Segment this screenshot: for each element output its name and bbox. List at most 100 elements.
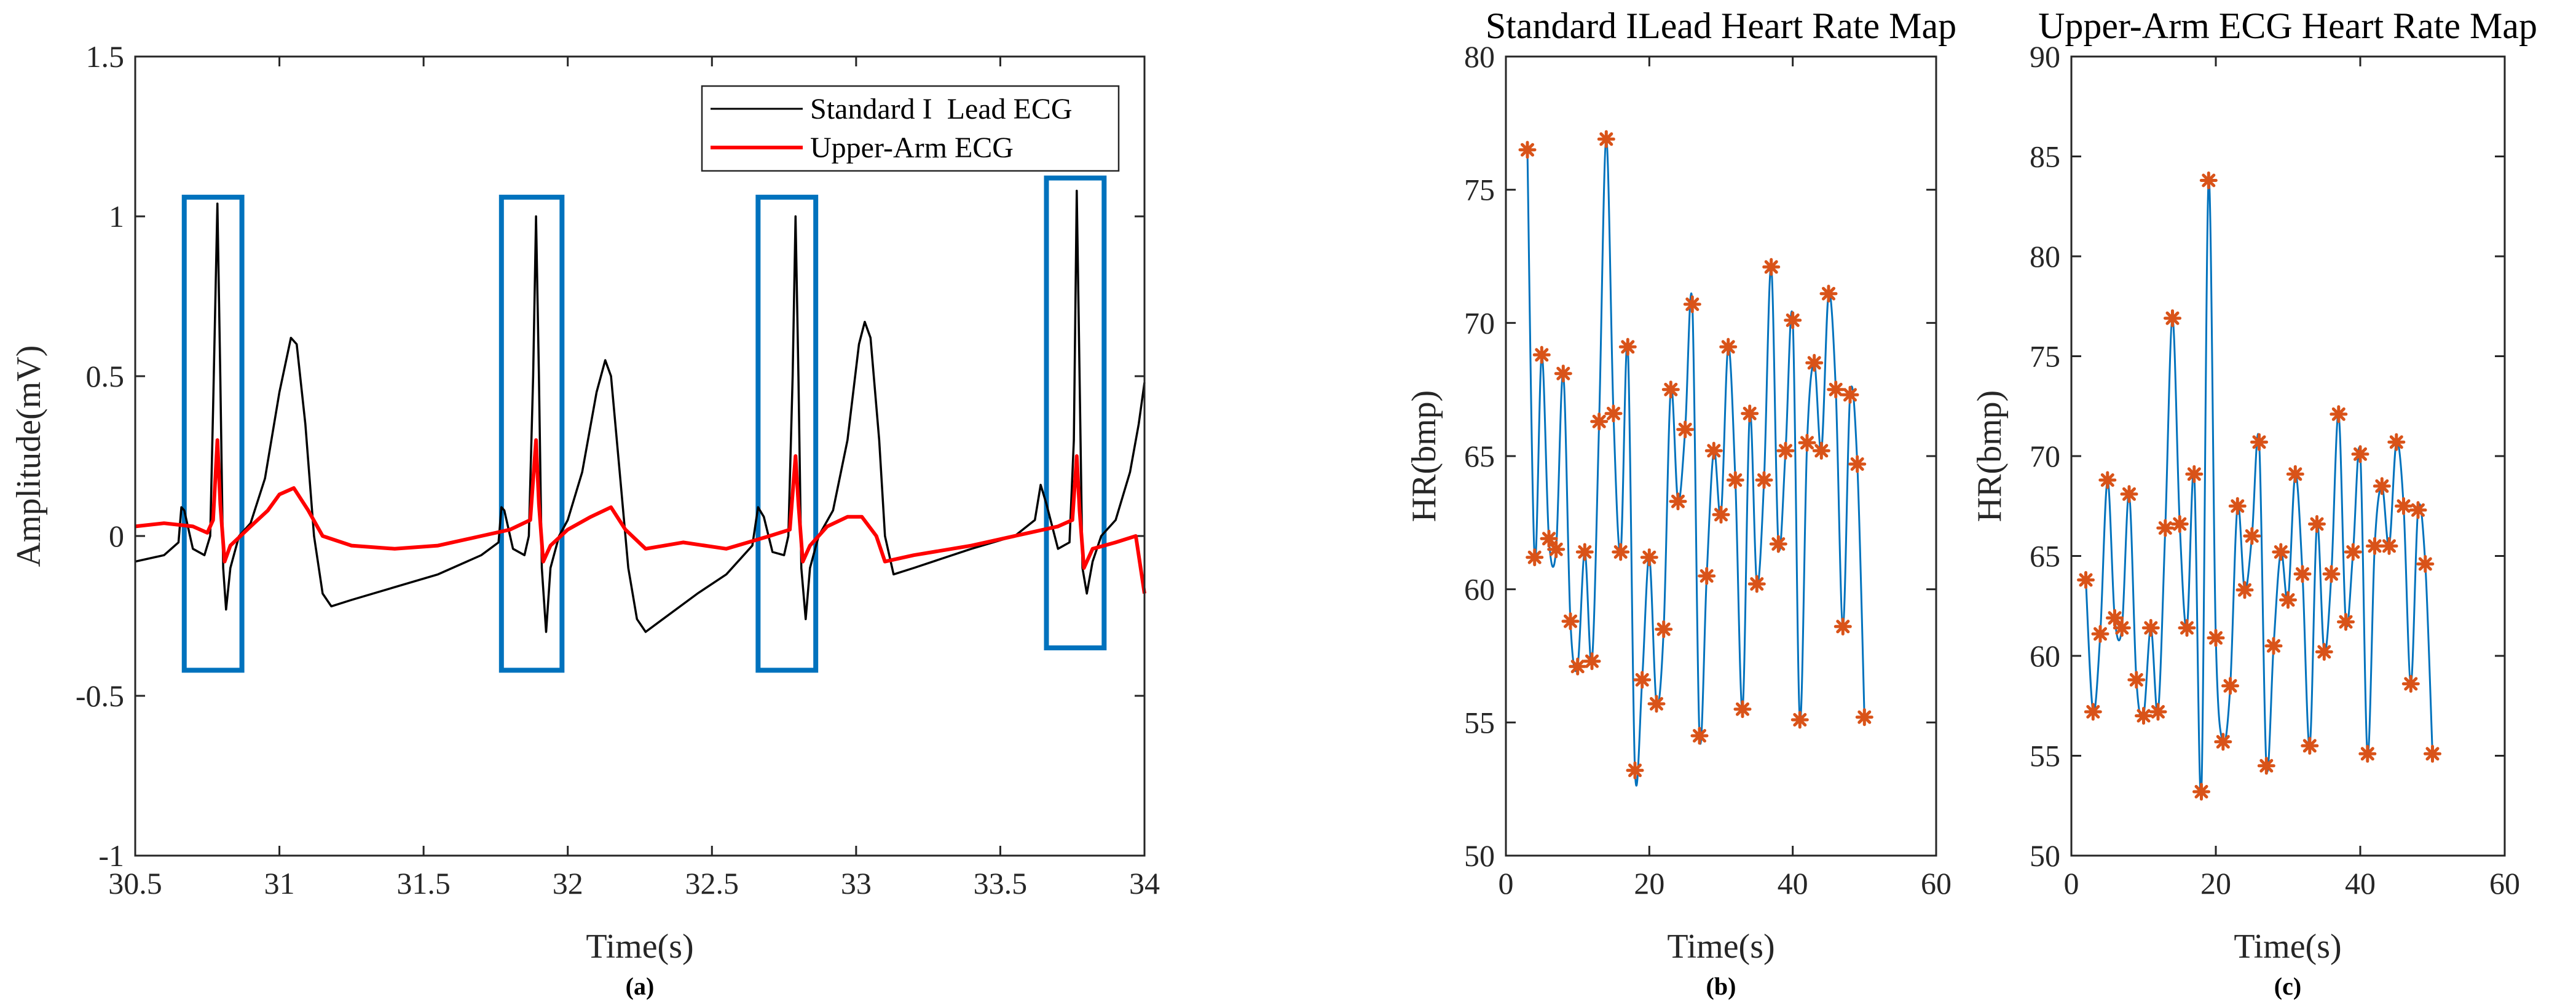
heart-rate-point <box>2416 555 2435 573</box>
panel-a-x-tick-label: 33 <box>841 866 872 901</box>
asterisk-stroke <box>2389 435 2403 449</box>
panel-c-y-tick-label: 70 <box>2030 439 2060 473</box>
asterisk-stroke <box>2079 573 2093 587</box>
asterisk-stroke <box>2165 311 2180 325</box>
panel-a-axes-box <box>134 55 1146 857</box>
heart-rate-point <box>1726 471 1744 489</box>
heart-rate-point <box>1655 620 1673 639</box>
panel-c-caption: (c) <box>2274 972 2301 1000</box>
heart-rate-point <box>1676 420 1695 439</box>
asterisk-stroke <box>2267 639 2280 653</box>
heart-rate-point <box>1633 671 1652 689</box>
heart-rate-point <box>2351 445 2369 463</box>
asterisk-stroke <box>1707 444 1721 458</box>
asterisk-stroke <box>1656 622 1671 636</box>
panel-c-y-tick-label: 65 <box>2030 539 2060 573</box>
panel-c-y-tick-label: 85 <box>2030 140 2060 174</box>
heart-rate-point <box>2344 543 2362 561</box>
asterisk-stroke <box>2325 567 2338 581</box>
asterisk-stroke <box>2137 709 2151 723</box>
heart-rate-point <box>2149 703 2167 721</box>
panel-a-y-tick-label: 1.5 <box>86 39 125 74</box>
panel-c-x-tick-label: 60 <box>2489 866 2520 901</box>
heart-rate-point <box>1712 505 1730 524</box>
legend-label-upper-arm: Upper-Arm ECG <box>810 132 1014 164</box>
heart-rate-point <box>2330 405 2348 424</box>
heart-rate-point <box>1719 337 1738 356</box>
asterisk-stroke <box>2375 479 2389 493</box>
panel-a-highlight-boxes <box>181 175 1107 673</box>
heart-rate-point <box>2337 613 2355 631</box>
heart-rate-point <box>1604 404 1623 423</box>
asterisk-stroke <box>1642 550 1656 564</box>
panel-a-y-tick-label: 0 <box>109 519 124 553</box>
legend-box <box>701 85 1120 172</box>
panel-b-title: Standard ILead Heart Rate Map <box>1486 6 1956 46</box>
heart-rate-point <box>1704 441 1723 460</box>
heart-rate-point <box>2401 675 2420 693</box>
heart-rate-point <box>2395 497 2413 515</box>
panel-c-x-tick-label: 0 <box>2064 866 2079 901</box>
asterisk-stroke <box>1779 444 1792 458</box>
panel-a-y-tick-label: -0.5 <box>76 679 124 713</box>
heart-rate-point <box>2199 171 2218 189</box>
heart-rate-point <box>1661 380 1680 399</box>
panel-a-series <box>135 189 1146 633</box>
panel-c-y-tick-label: 60 <box>2030 639 2060 673</box>
heart-rate-point <box>2091 625 2109 643</box>
heart-rate-point <box>2409 501 2427 519</box>
asterisk-stroke <box>2108 611 2122 625</box>
heart-rate-point <box>1526 548 1544 567</box>
asterisk-stroke <box>2194 785 2208 798</box>
asterisk-stroke <box>2281 593 2295 607</box>
heart-rate-point <box>2214 733 2232 751</box>
heart-rate-point <box>1834 617 1852 636</box>
asterisk-stroke <box>1650 697 1663 711</box>
heart-rate-point <box>2106 609 2124 627</box>
heart-rate-point <box>1618 337 1637 356</box>
asterisk-stroke <box>2339 615 2353 629</box>
heart-rate-point <box>1597 130 1615 148</box>
asterisk-stroke <box>1800 436 1814 450</box>
panel-c-x-axis-label: Time(s) <box>2234 928 2341 966</box>
asterisk-stroke <box>1664 382 1678 396</box>
asterisk-stroke <box>2317 645 2331 659</box>
heart-rate-point <box>2272 543 2290 561</box>
heart-rate-point <box>1540 529 1558 548</box>
asterisk-stroke <box>1678 422 1692 436</box>
asterisk-stroke <box>1822 286 1835 301</box>
asterisk-stroke <box>1578 545 1592 559</box>
asterisk-stroke <box>2086 705 2100 719</box>
asterisk-stroke <box>2382 539 2396 553</box>
panel-b-lead-i-heart-rate: 0 20 40 60 50 55 60 65 70 75 80 Standard ILead Hea… <box>1405 6 1956 1000</box>
heart-rate-point <box>1583 652 1601 671</box>
asterisk-stroke <box>1728 473 1743 487</box>
asterisk-stroke <box>1721 340 1735 354</box>
panel-b-y-tick-label: 50 <box>1464 838 1495 873</box>
asterisk-stroke <box>2425 747 2440 761</box>
panel-c-y-tick-label: 80 <box>2030 239 2060 274</box>
panel-b-y-tick-label: 75 <box>1464 173 1495 207</box>
legend-label-lead-i: Standard I Lead ECG <box>810 93 1073 125</box>
panel-b-y-tick-label: 55 <box>1464 705 1495 739</box>
heart-rate-point <box>1741 404 1759 423</box>
panel-b-caption: (b) <box>1706 972 1736 1000</box>
heart-rate-point <box>1561 612 1580 631</box>
qrs-highlight-box <box>498 194 565 673</box>
heart-rate-point <box>1626 761 1644 779</box>
asterisk-stroke <box>1793 713 1807 727</box>
asterisk-stroke <box>1786 313 1800 327</box>
asterisk-stroke <box>1564 614 1577 628</box>
asterisk-stroke <box>2144 621 2158 635</box>
asterisk-stroke <box>1857 710 1872 724</box>
panel-c-ticks: 0 20 40 60 50 55 60 65 70 75 80 85 90 <box>2030 39 2520 901</box>
asterisk-stroke <box>1714 508 1728 522</box>
asterisk-stroke <box>1592 414 1606 428</box>
asterisk-stroke <box>1757 473 1771 487</box>
heart-rate-point <box>2228 497 2247 515</box>
heart-rate-point <box>1554 365 1572 383</box>
panel-b-x-tick-label: 40 <box>1778 866 1808 901</box>
panel-b-x-axis-label: Time(s) <box>1667 928 1774 966</box>
asterisk-stroke <box>2245 529 2259 543</box>
